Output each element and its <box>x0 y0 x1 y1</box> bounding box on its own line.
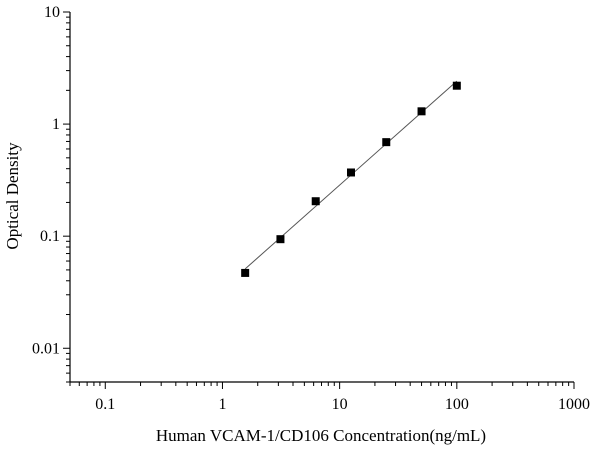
x-axis-title: Human VCAM-1/CD106 Concentration(ng/mL) <box>156 426 486 445</box>
x-tick-label: 10 <box>332 396 348 413</box>
axes <box>69 12 574 383</box>
data-point <box>276 235 285 244</box>
x-tick-label: 0.1 <box>95 396 115 413</box>
x-tick-label: 1 <box>218 396 226 413</box>
x-tick-label: 100 <box>445 396 469 413</box>
y-axis-title: Optical Density <box>3 142 22 250</box>
data-point <box>241 268 250 277</box>
ticks <box>63 11 575 389</box>
data-point <box>311 197 320 206</box>
data-point <box>452 81 461 90</box>
y-tick-label: 1 <box>52 116 60 133</box>
data-points <box>241 81 461 277</box>
data-point <box>346 168 355 177</box>
y-tick-label: 0.1 <box>40 228 60 245</box>
tick-labels: 0.1 1 10 100 1000 0.01 0.1 1 10 <box>32 4 590 413</box>
y-tick-label: 10 <box>44 4 60 21</box>
x-tick-label: 1000 <box>558 396 590 413</box>
data-point <box>417 107 426 116</box>
data-point <box>382 138 391 147</box>
y-tick-label: 0.01 <box>32 340 60 357</box>
